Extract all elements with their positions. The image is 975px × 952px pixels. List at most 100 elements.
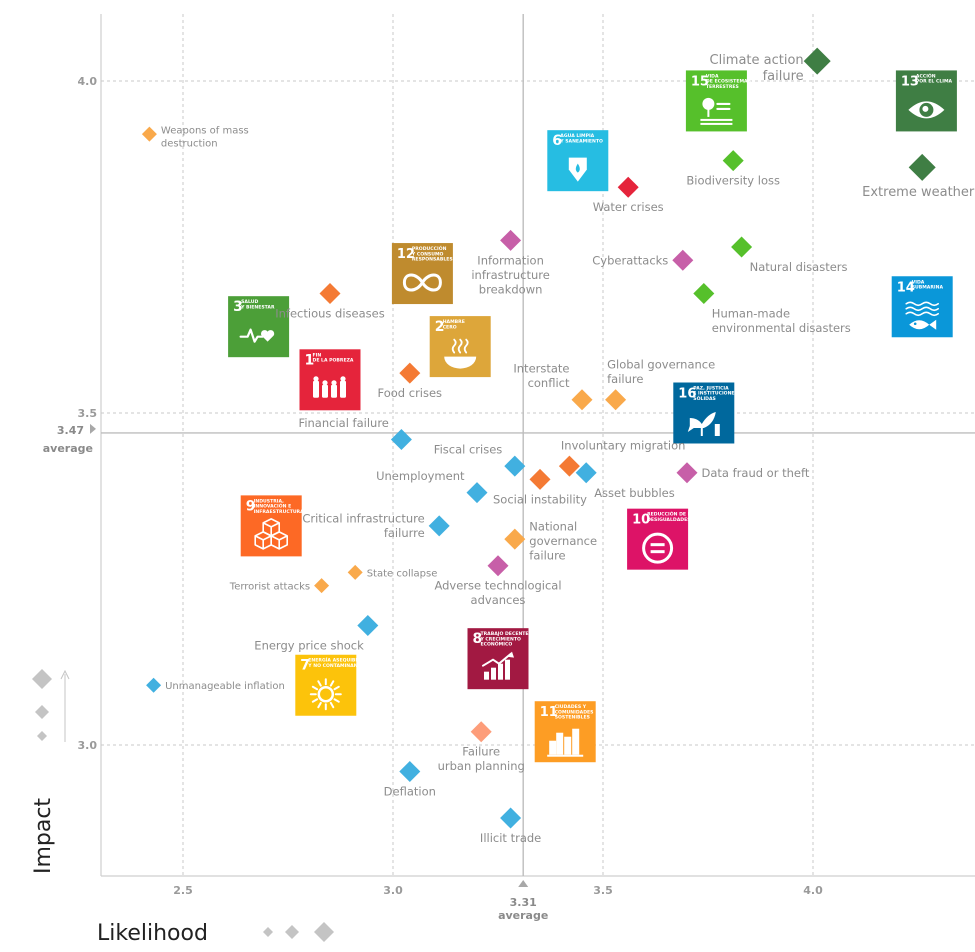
- sdg-tile-label: SOSTENIBLES: [555, 715, 590, 721]
- point-marker: [722, 150, 744, 172]
- point-label-line: Asset bubbles: [594, 486, 675, 500]
- point-label-line: Unmanageable inflation: [165, 681, 285, 692]
- point-label-line: breakdown: [479, 282, 543, 296]
- size-legend-diamond: [37, 731, 47, 741]
- y-average-marker: [90, 423, 96, 434]
- point-label-line: conflict: [528, 376, 570, 390]
- point-label-line: failurre: [384, 526, 425, 540]
- sdg-tile-label: Y CRECIMIENTO: [480, 636, 521, 642]
- data-point: Unemployment: [376, 469, 488, 504]
- dove-icon: [687, 412, 720, 436]
- point-label-line: Involuntary migration: [561, 439, 686, 453]
- data-point: Involuntary migration: [558, 439, 686, 477]
- heartbeat-icon: [239, 328, 275, 343]
- forest-icon: [700, 97, 733, 125]
- data-points: Weapons of mass destruction Climate action…: [141, 47, 975, 845]
- point-label-line: advances: [471, 593, 526, 607]
- point-label: Human-made environmental disasters: [712, 306, 851, 335]
- point-label-line: Critical infrastructure: [302, 512, 424, 526]
- point-label: Social instability: [493, 492, 587, 506]
- point-label-line: Fiscal crises: [434, 443, 503, 457]
- sdg-tile-background: [240, 495, 302, 557]
- data-point: State collapse: [347, 564, 437, 580]
- data-point: Unmanageable inflation: [146, 677, 285, 693]
- point-label: Cyberattacks: [592, 253, 668, 267]
- sdg-tile-label: SALUD: [241, 299, 258, 305]
- sdg-tile-label: INFRAESTRUCTURA: [254, 509, 304, 515]
- point-marker: [319, 282, 341, 304]
- point-label-line: Extreme weather: [862, 185, 975, 200]
- sdg-tile-number: 15: [691, 74, 709, 89]
- point-label: Energy price shock: [254, 638, 364, 652]
- impact-arrow-head: [60, 669, 70, 680]
- data-point: Biodiversity loss: [686, 150, 780, 188]
- point-marker: [357, 614, 379, 636]
- data-point: Weapons of mass destruction: [141, 126, 249, 150]
- y-axis-title: Impact: [31, 798, 56, 874]
- point-label-line: Global governance: [607, 358, 715, 372]
- x-tick-label: 4.0: [803, 884, 823, 897]
- data-point: Cyberattacks: [592, 249, 694, 271]
- data-point: Climate action failure: [710, 47, 831, 84]
- sdg-tile-label: TRABAJO DECENTE: [481, 631, 529, 637]
- sdg-tile-number: 10: [632, 513, 650, 528]
- point-marker: [470, 721, 492, 743]
- point-label: Biodiversity loss: [686, 174, 780, 188]
- point-marker: [908, 153, 936, 181]
- point-label: Water crises: [593, 200, 664, 214]
- point-label-line: Data fraud or theft: [702, 466, 810, 480]
- x-axis-title: Likelihood: [97, 921, 208, 946]
- point-label-line: Weapons of mass: [161, 126, 249, 137]
- point-label-line: failure: [529, 549, 565, 563]
- x-average-value: 3.31: [510, 896, 537, 909]
- fish-icon: [905, 301, 939, 330]
- point-marker: [428, 515, 450, 537]
- point-marker: [571, 389, 593, 411]
- x-tick-label: 3.0: [383, 884, 403, 897]
- sdg-tile-label: INDUSTRIA,: [254, 498, 284, 504]
- sdg-tile-number: 8: [473, 631, 483, 647]
- point-marker: [504, 455, 526, 477]
- sdg-tile-label: CERO: [443, 324, 457, 330]
- point-label: Information infrastructure breakdown: [471, 253, 550, 296]
- point-label-line: Social instability: [493, 492, 587, 506]
- sdg-tile-label: Y CONSUMO: [411, 251, 444, 257]
- point-label-line: Interstate: [513, 362, 569, 376]
- point-marker: [693, 282, 715, 304]
- point-label-line: Unemployment: [376, 469, 465, 483]
- point-label: Terrorist attacks: [229, 582, 310, 593]
- data-point: Global governance failure: [605, 358, 715, 411]
- data-point: Social instability: [493, 468, 587, 506]
- point-label-line: environmental disasters: [712, 321, 851, 335]
- sdg-tile-label: INNOVACIÓN E: [254, 503, 292, 510]
- y-tick-label: 3.0: [78, 739, 98, 752]
- y-average-value: 3.47: [57, 424, 84, 437]
- sdg-tile-label: TERRESTRES: [706, 84, 739, 90]
- sdg-tile-number: 11: [540, 705, 558, 720]
- size-legend-diamond: [35, 705, 49, 719]
- sdg-tile-background: [391, 243, 453, 305]
- sdg-tile-label: COMUNIDADES: [555, 709, 594, 715]
- point-label-line: Natural disasters: [750, 260, 848, 274]
- data-point: Fiscal crises: [434, 443, 526, 477]
- data-point: Financial failure: [299, 416, 412, 451]
- point-marker: [731, 236, 753, 258]
- point-label: Global governance failure: [607, 358, 715, 387]
- point-marker: [676, 462, 698, 484]
- point-marker: [500, 229, 522, 251]
- point-label-line: Deflation: [384, 785, 436, 799]
- data-point: Illicit trade: [480, 807, 541, 845]
- sdg-tile-background: [673, 382, 735, 444]
- data-point: Adverse technological advances: [434, 555, 562, 607]
- point-marker: [500, 807, 522, 829]
- sdg-tile-number: 1: [305, 352, 315, 368]
- x-average-marker: [518, 880, 529, 887]
